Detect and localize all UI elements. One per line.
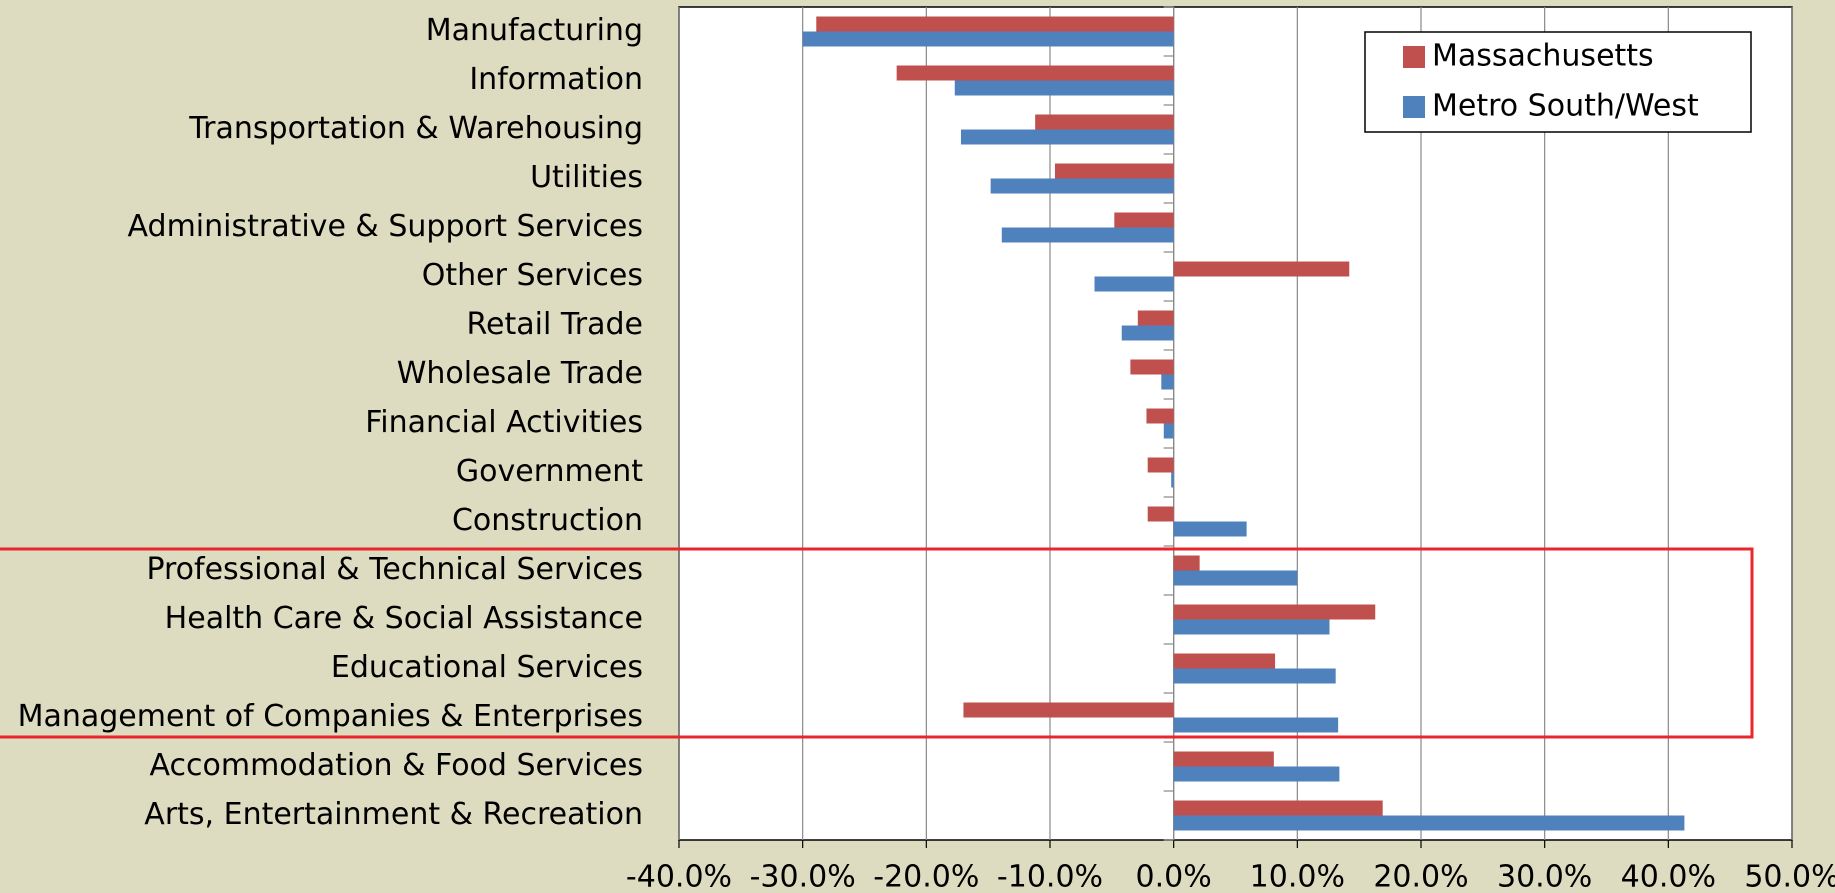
y-tick-label: Information xyxy=(469,62,643,97)
bar xyxy=(1173,800,1383,816)
y-tick-label: Wholesale Trade xyxy=(397,356,643,391)
bar xyxy=(1173,668,1336,684)
bar xyxy=(896,65,1174,81)
y-tick-label: Educational Services xyxy=(331,650,643,685)
bar xyxy=(802,31,1174,47)
y-tick-label: Arts, Entertainment & Recreation xyxy=(144,797,643,832)
bar xyxy=(1114,212,1174,228)
bar xyxy=(1173,653,1276,669)
bar xyxy=(1173,619,1330,635)
bar xyxy=(1137,310,1174,326)
bar xyxy=(963,702,1174,718)
y-tick-label: Financial Activities xyxy=(365,405,643,440)
y-tick-label: Accommodation & Food Services xyxy=(150,748,643,783)
x-tick-label: -30.0% xyxy=(750,860,856,893)
x-tick-label: -20.0% xyxy=(873,860,979,893)
bar xyxy=(1173,751,1274,767)
y-tick-label: Manufacturing xyxy=(426,13,643,48)
bar xyxy=(1171,472,1174,488)
bar xyxy=(1001,227,1174,243)
x-tick-label: -40.0% xyxy=(626,860,732,893)
bar xyxy=(1173,555,1200,571)
bar xyxy=(1161,374,1174,390)
y-tick-label: Professional & Technical Services xyxy=(146,552,643,587)
highlight-box xyxy=(0,547,1754,739)
x-tick-label: 40.0% xyxy=(1621,860,1716,893)
x-tick-label: 20.0% xyxy=(1373,860,1468,893)
y-tick-label: Government xyxy=(456,454,643,489)
bar xyxy=(1173,570,1298,586)
bar xyxy=(1035,114,1174,130)
x-tick-label: 30.0% xyxy=(1497,860,1592,893)
y-tick-label: Utilities xyxy=(530,160,643,195)
bar xyxy=(1173,604,1376,620)
bar xyxy=(1146,408,1174,424)
x-tick-label: 50.0% xyxy=(1744,860,1835,893)
bar xyxy=(954,80,1174,96)
bar xyxy=(1094,276,1174,292)
plot-area xyxy=(678,6,1793,841)
y-tick-label: Health Care & Social Assistance xyxy=(165,601,643,636)
bar xyxy=(1163,423,1174,439)
legend-label: Metro South/West xyxy=(1432,89,1699,124)
x-tick-label: -10.0% xyxy=(997,860,1103,893)
bar xyxy=(1173,521,1247,537)
bar xyxy=(1173,717,1339,733)
y-tick-label: Transportation & Warehousing xyxy=(188,111,643,146)
y-tick-label: Other Services xyxy=(422,258,643,293)
legend-label: Massachusetts xyxy=(1432,39,1654,74)
bar xyxy=(1054,163,1174,179)
bar xyxy=(1173,815,1685,831)
legend-swatch xyxy=(1403,96,1425,118)
x-tick-label: 10.0% xyxy=(1250,860,1345,893)
y-tick-label: Retail Trade xyxy=(467,307,643,342)
bar xyxy=(816,16,1174,32)
y-tick-label: Management of Companies & Enterprises xyxy=(18,699,643,734)
bar xyxy=(960,129,1174,145)
bar xyxy=(1147,457,1174,473)
legend-swatch xyxy=(1403,46,1425,68)
bar xyxy=(1173,766,1340,782)
bar xyxy=(1130,359,1174,375)
legend xyxy=(1364,31,1752,133)
bar xyxy=(1173,261,1350,277)
bar xyxy=(1121,325,1174,341)
x-tick-label: 0.0% xyxy=(1136,860,1212,893)
bar xyxy=(990,178,1174,194)
bar xyxy=(1147,506,1174,522)
y-tick-label: Construction xyxy=(452,503,643,538)
y-tick-label: Administrative & Support Services xyxy=(128,209,643,244)
